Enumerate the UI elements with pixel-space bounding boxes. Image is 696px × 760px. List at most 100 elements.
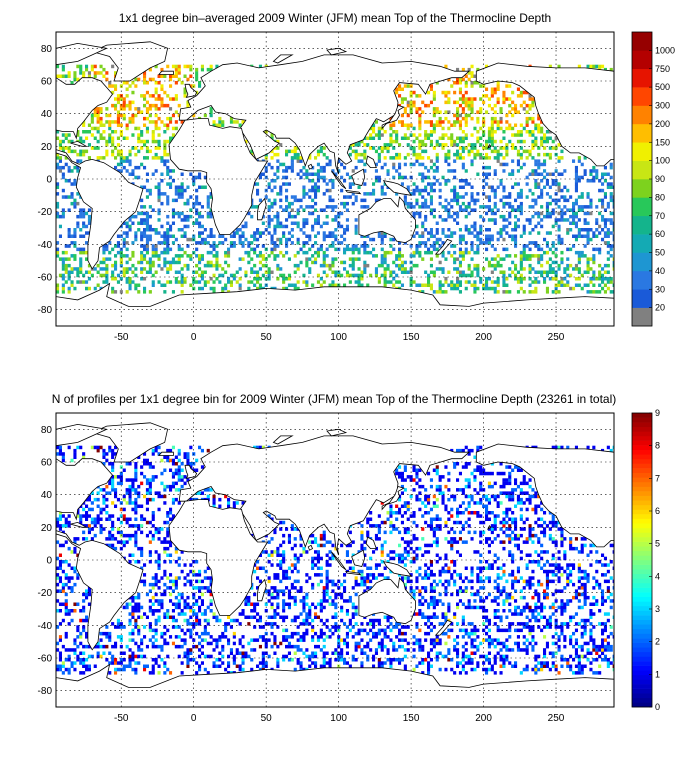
colorbar-tick-label: 100 [655,156,670,166]
data-cell [528,133,532,137]
data-cell [383,130,387,134]
data-cell [583,228,587,232]
data-cell [377,280,381,284]
data-cell [287,231,291,235]
data-cell [540,254,544,258]
data-cell [534,143,538,147]
data-cell [543,162,547,167]
data-cell [119,133,123,137]
data-cell [128,267,132,271]
data-cell [531,146,535,150]
data-cell [601,214,605,219]
data-cell [154,638,158,642]
data-cell [485,615,489,619]
data-cell [314,241,318,245]
data-cell [574,612,578,616]
data-cell [334,283,338,287]
data-cell [171,615,175,619]
data-cell [351,273,355,278]
data-cell [456,221,460,225]
data-cell [400,120,404,124]
data-cell [514,664,518,668]
data-cell [461,162,465,167]
data-cell [409,254,413,258]
coastline-2 [91,41,169,82]
data-cell [592,671,596,675]
data-cell [580,664,584,668]
data-cell [151,283,155,287]
data-cell [580,605,584,610]
data-cell [458,270,462,274]
data-cell [496,159,500,163]
data-cell [70,270,74,274]
data-cell [485,277,489,281]
data-cell [314,195,318,199]
data-cell [114,267,118,271]
data-cell [73,234,77,238]
data-cell [267,208,271,212]
data-cell [105,257,109,261]
data-cell [314,631,318,636]
data-cell [490,94,494,98]
data-cell [453,120,457,124]
coastline-13 [344,189,362,195]
data-cell [438,260,442,265]
data-cell [137,605,141,610]
data-cell [424,631,428,636]
data-cell [351,267,355,271]
data-cell [485,631,489,636]
data-cell [592,644,596,649]
data-cell [143,654,147,659]
data-cell [412,146,416,150]
data-cell [285,169,289,173]
data-cell [383,192,387,196]
data-cell [163,74,167,78]
data-cell [180,638,184,642]
data-cell [169,139,173,144]
data-cell [198,635,202,639]
data-cell [415,136,419,140]
data-cell [314,208,318,212]
data-cell [447,120,451,124]
data-cell [496,231,500,235]
data-cell [169,120,173,124]
data-cell [348,280,352,284]
data-cell [554,599,558,603]
data-cell [577,64,581,69]
data-cell [154,661,158,665]
data-cell [464,247,468,252]
data-cell [560,622,564,626]
data-cell [441,622,445,626]
data-cell [354,273,358,278]
data-cell [406,123,410,127]
data-cell [470,658,474,662]
data-cell [302,224,306,229]
data-cell [412,139,416,144]
data-cell [380,648,384,652]
data-cell [180,609,184,613]
data-cell [441,120,445,124]
data-cell [264,257,268,261]
data-cell [476,81,480,85]
data-cell [493,247,497,252]
data-cell [461,67,465,72]
data-cell [363,247,367,252]
data-cell [435,123,439,127]
data-cell [322,651,326,655]
data-cell [87,602,91,606]
data-cell [598,188,602,193]
data-cell [464,628,468,633]
data-cell [154,658,158,662]
data-cell [140,277,144,281]
data-cell [345,201,349,206]
data-cell [116,97,120,101]
data-cell [493,638,497,642]
data-cell [560,612,564,616]
data-cell [293,615,297,619]
data-cell [601,277,605,281]
data-cell [487,126,491,131]
data-cell [418,126,422,131]
data-cell [340,658,344,662]
data-cell [400,270,404,274]
data-cell [163,615,167,619]
